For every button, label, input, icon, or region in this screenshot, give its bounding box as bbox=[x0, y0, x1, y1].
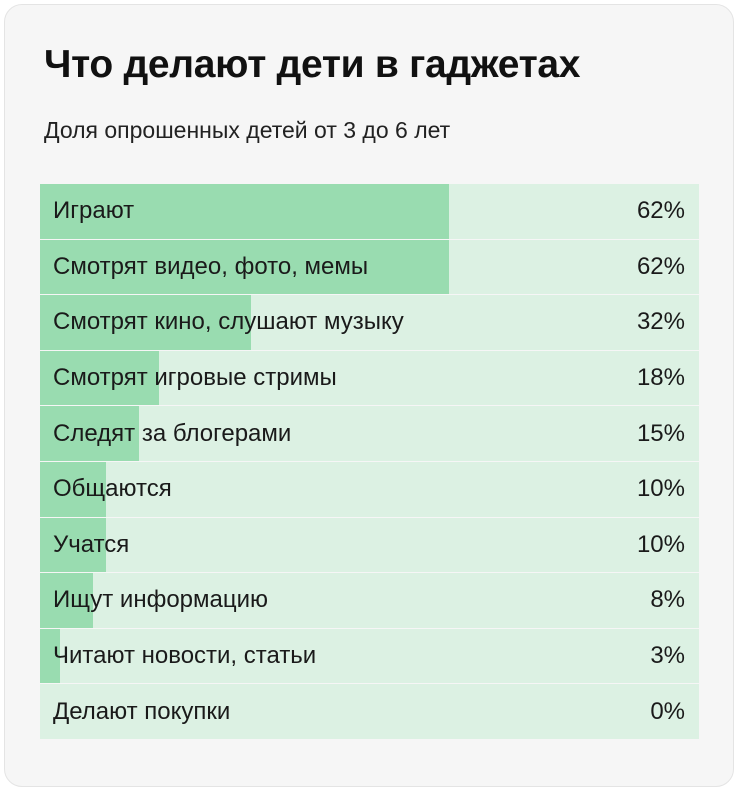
value-label: 62% bbox=[636, 197, 685, 225]
bar-row: Ищут информацию 8% bbox=[40, 573, 699, 629]
category-label: Учатся bbox=[53, 530, 130, 558]
value-label: 10% bbox=[636, 475, 685, 503]
value-label: 18% bbox=[636, 364, 685, 392]
bar bbox=[40, 573, 93, 628]
bar-row: Делают покупки 0% bbox=[40, 684, 699, 740]
bar-row: Смотрят кино, слушают музыку 32% bbox=[40, 295, 699, 351]
bar-row: Читают новости, статьи 3% bbox=[40, 628, 699, 685]
bar bbox=[40, 628, 60, 684]
value-label: 0% bbox=[650, 697, 685, 725]
category-label: Смотрят кино, слушают музыку bbox=[53, 308, 404, 336]
bar-row: Общаются 10% bbox=[40, 461, 699, 518]
value-label: 8% bbox=[650, 586, 685, 614]
bar-row: Смотрят игровые стримы 18% bbox=[40, 350, 699, 407]
category-label: Следят за блогерами bbox=[53, 419, 292, 447]
bar bbox=[40, 295, 251, 350]
bar bbox=[40, 461, 106, 517]
category-label: Смотрят видео, фото, мемы bbox=[53, 252, 369, 280]
value-label: 32% bbox=[636, 308, 685, 336]
category-label: Играют bbox=[53, 197, 135, 225]
value-label: 3% bbox=[650, 642, 685, 670]
bar-row: Смотрят видео, фото, мемы 62% bbox=[40, 239, 699, 296]
bar-list: Играют 62% Смотрят видео, фото, мемы 62% Смо… bbox=[40, 184, 699, 740]
value-label: 62% bbox=[636, 252, 685, 280]
category-label: Ищут информацию bbox=[53, 586, 269, 614]
category-label: Общаются bbox=[53, 475, 172, 503]
chart-title: Что делают дети в гаджетах bbox=[44, 43, 581, 86]
bar bbox=[40, 350, 159, 406]
bar bbox=[40, 184, 449, 239]
category-label: Смотрят игровые стримы bbox=[53, 364, 337, 392]
value-label: 10% bbox=[636, 530, 685, 558]
bar-row: Следят за блогерами 15% bbox=[40, 406, 699, 462]
bar bbox=[40, 406, 139, 461]
category-label: Читают новости, статьи bbox=[53, 642, 317, 670]
bar bbox=[40, 517, 106, 573]
category-label: Делают покупки bbox=[53, 697, 231, 725]
bar-row: Играют 62% bbox=[40, 184, 699, 240]
bar bbox=[40, 239, 449, 295]
chart-subtitle: Доля опрошенных детей от 3 до 6 лет bbox=[44, 117, 451, 143]
bar-row: Учатся 10% bbox=[40, 517, 699, 574]
value-label: 15% bbox=[636, 419, 685, 447]
